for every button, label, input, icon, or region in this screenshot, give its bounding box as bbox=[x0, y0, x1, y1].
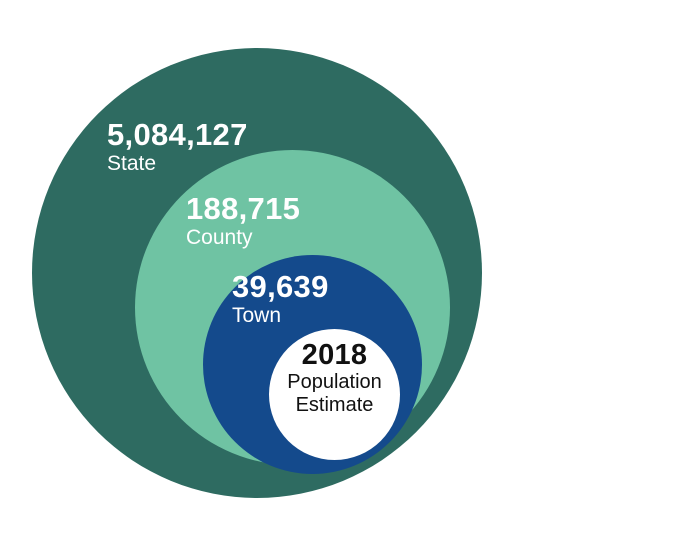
estimate-year: 2018 bbox=[301, 339, 368, 371]
state-label: 5,084,127 State bbox=[107, 118, 248, 176]
estimate-caption-line1: Population bbox=[287, 371, 382, 393]
town-population: 39,639 bbox=[232, 269, 329, 304]
county-name: County bbox=[186, 226, 253, 249]
county-label: 188,715 County bbox=[186, 192, 300, 250]
state-population: 5,084,127 bbox=[107, 117, 248, 152]
county-population: 188,715 bbox=[186, 191, 301, 226]
center-label: 2018 Population Estimate bbox=[269, 339, 400, 417]
state-name: State bbox=[107, 152, 157, 175]
estimate-caption-line2: Estimate bbox=[295, 394, 374, 416]
year-circle bbox=[269, 329, 400, 460]
town-label: 39,639 Town bbox=[232, 270, 329, 328]
town-name: Town bbox=[232, 304, 282, 327]
